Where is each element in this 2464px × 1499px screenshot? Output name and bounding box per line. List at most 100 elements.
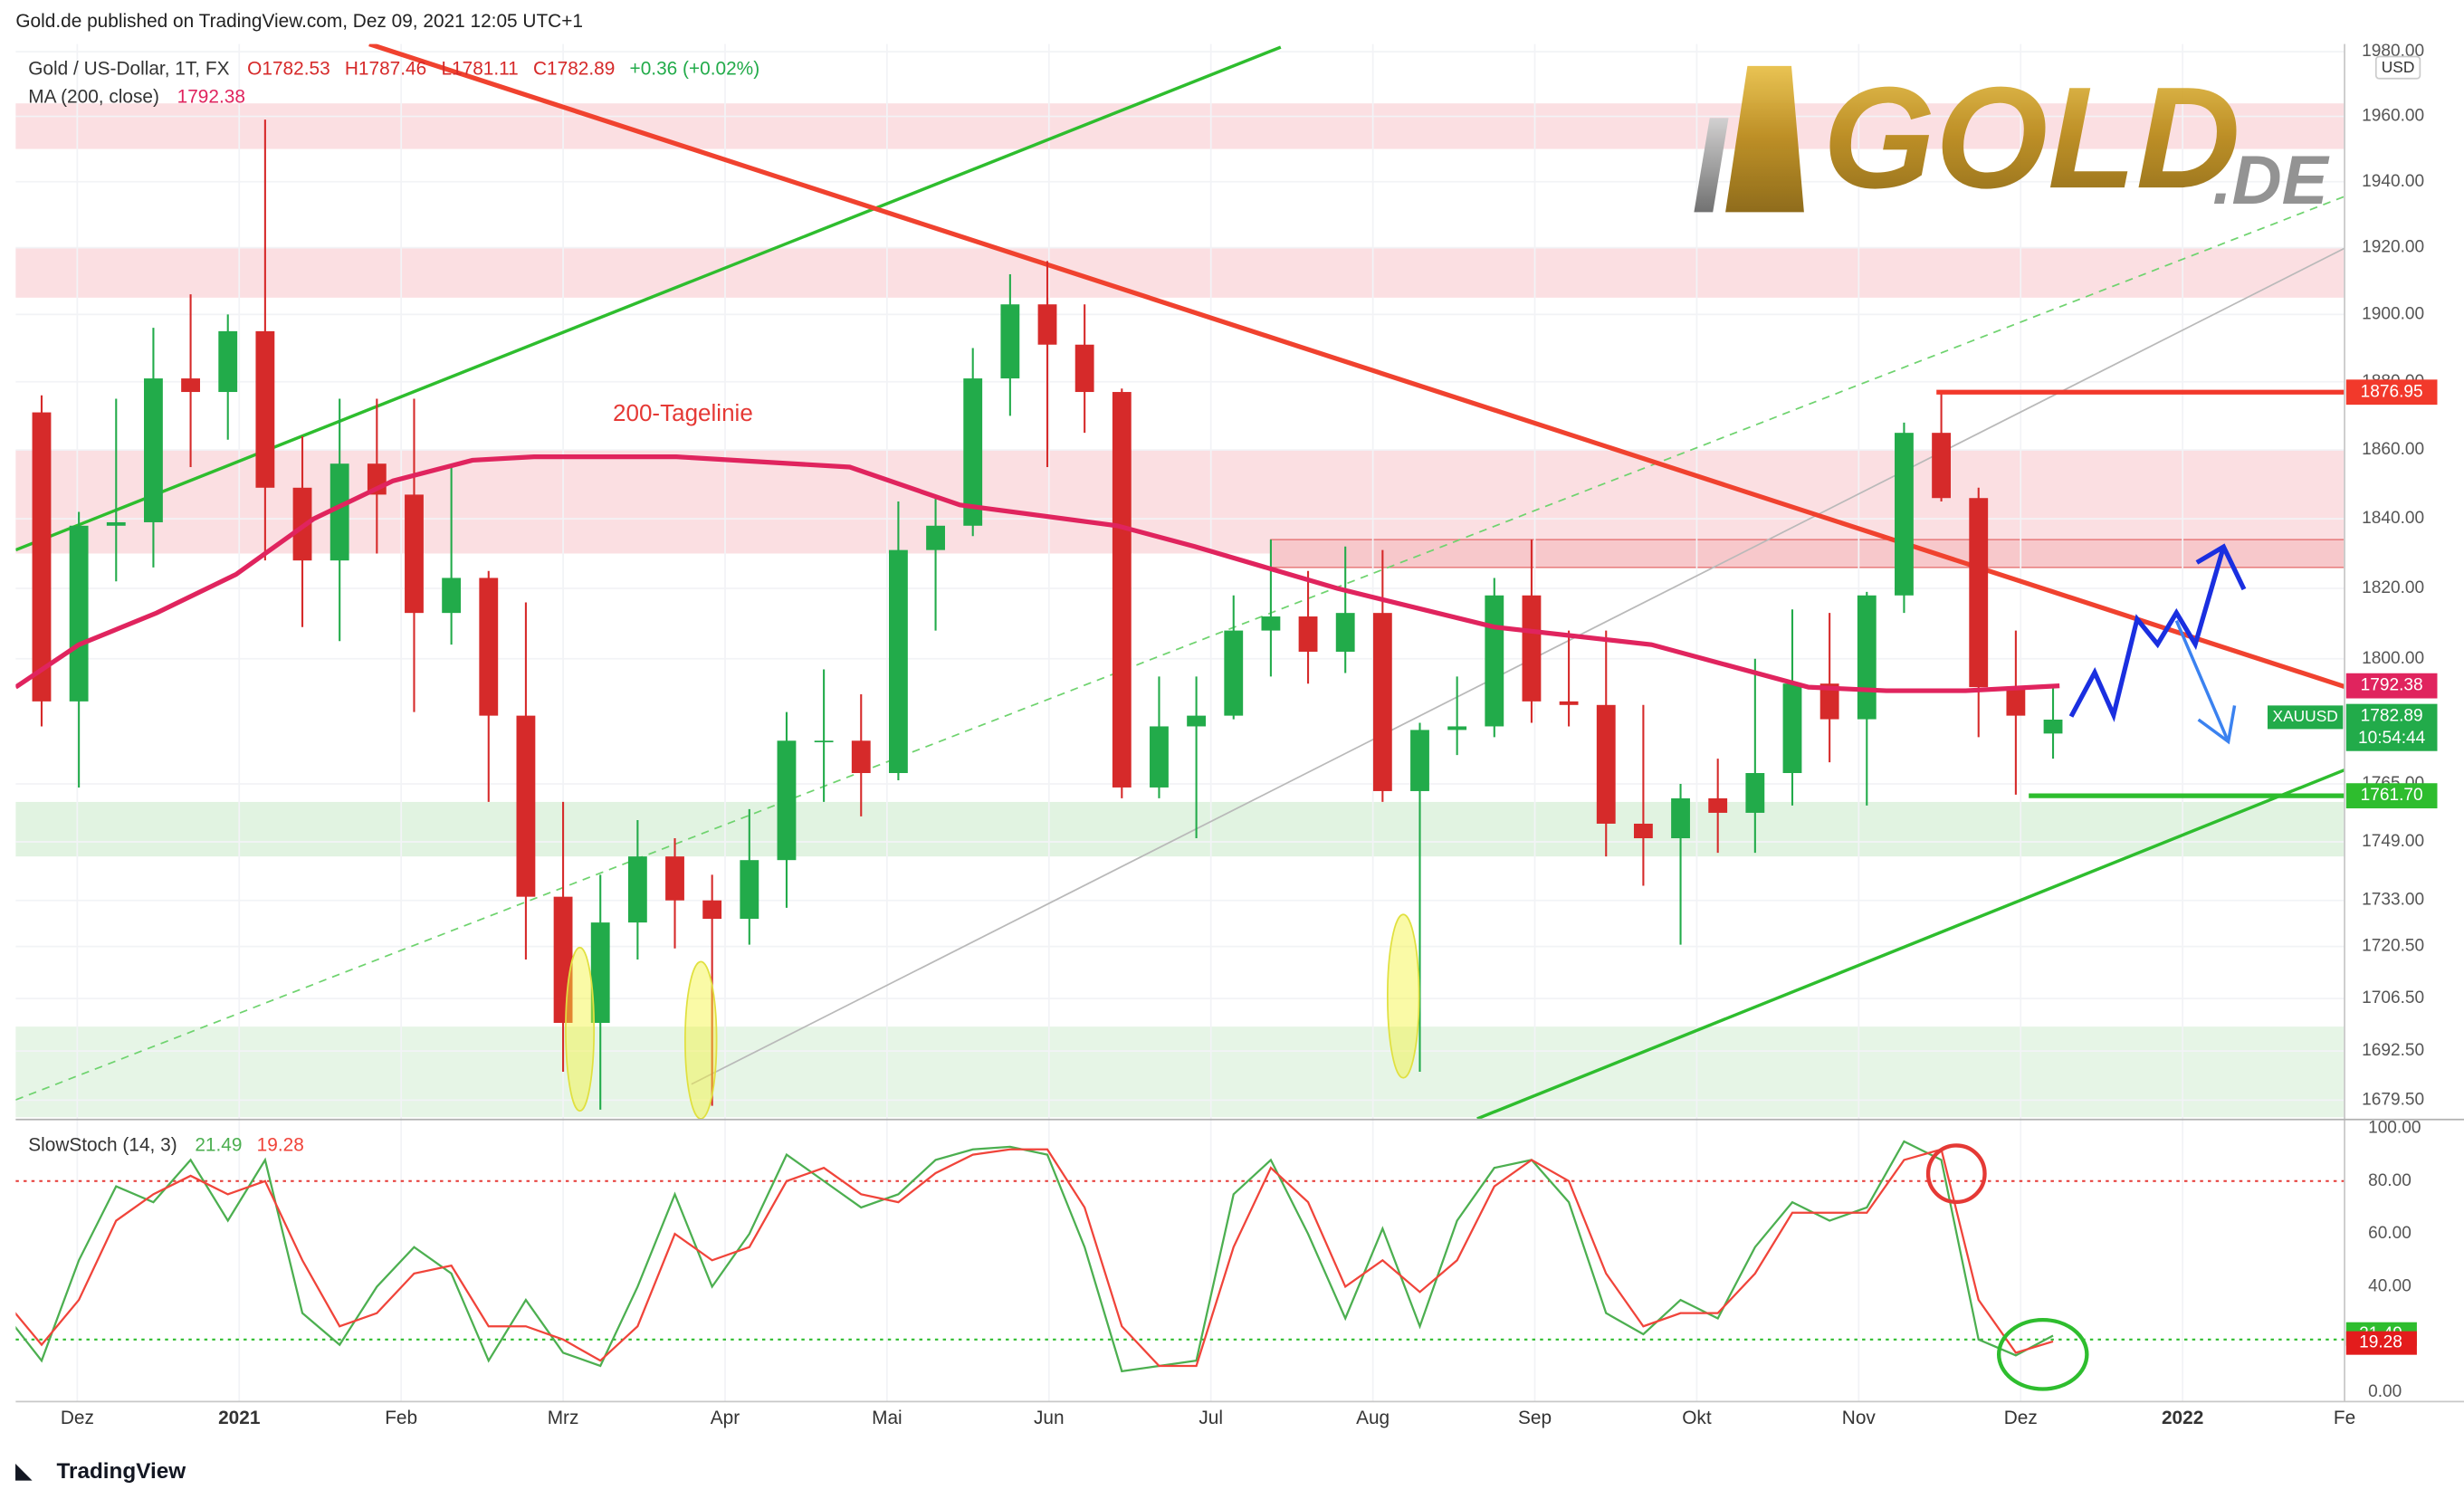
candle-body <box>1633 823 1653 839</box>
candle-body <box>1447 726 1467 730</box>
candle-body <box>1224 630 1244 716</box>
ohlc-high: H1787.46 <box>345 58 426 79</box>
x-tick-label: Dez <box>2004 1408 2038 1428</box>
x-tick-label: Okt <box>1682 1408 1712 1428</box>
candle-body <box>1596 704 1616 824</box>
footer: ◣ TradingView <box>14 1459 186 1484</box>
candle-body <box>1857 595 1877 720</box>
candle-body <box>32 412 52 702</box>
footer-logo: ◣ <box>14 1459 33 1482</box>
price-label-box <box>2345 673 2438 699</box>
price-label: 1782.89 <box>2361 707 2423 726</box>
highlight <box>684 960 718 1120</box>
y-tick-label: 60.00 <box>2368 1224 2411 1243</box>
forecast-arrowhead <box>2195 543 2247 591</box>
y-tick-label: 1940.00 <box>2362 172 2424 191</box>
forecast-arrowhead <box>2197 705 2237 745</box>
stoch-legend: SlowStoch (14, 3) 21.49 19.28 <box>28 1134 304 1155</box>
candle-body <box>963 378 983 526</box>
candle-body <box>1410 730 1429 791</box>
axes: Dez 2021 Feb Mrz Apr Mai Jun Jul Aug Sep Okt Nov Dez… <box>61 42 2424 1428</box>
y-tick-label: 1720.50 <box>2362 937 2424 956</box>
symbol-label: XAUUSD <box>2273 707 2338 725</box>
candle-body <box>1819 683 1839 720</box>
ohlc-change: +0.36 (+0.02%) <box>630 58 760 79</box>
price-label: 1761.70 <box>2361 786 2423 805</box>
candle-body <box>2006 687 2026 716</box>
symbol-title: Gold / US-Dollar, 1T, FX <box>28 58 229 79</box>
zone <box>15 103 2345 149</box>
zones <box>15 103 2345 1118</box>
trendline <box>1476 768 2345 1119</box>
stoch-label: 19.28 <box>2359 1333 2402 1352</box>
candle-body <box>1000 304 1020 379</box>
trendlines <box>15 43 2345 1119</box>
zone <box>15 247 2345 298</box>
candle-body <box>255 330 275 488</box>
symbol-box <box>2268 705 2344 730</box>
candle-body <box>1187 715 1207 727</box>
y-tick-label: 1860.00 <box>2362 440 2424 459</box>
candle-body <box>1298 616 1318 652</box>
price-label: 1792.38 <box>2361 676 2423 695</box>
candle-body <box>516 715 536 897</box>
x-tick-label: 2021 <box>218 1408 260 1428</box>
y-tick-label: 1960.00 <box>2362 107 2424 126</box>
x-tick-label: Apr <box>711 1408 740 1428</box>
candle-body <box>405 494 424 614</box>
y-tick-label: 1679.50 <box>2362 1090 2424 1109</box>
stoch-line <box>15 1148 2054 1368</box>
annotation: 200-Tagelinie <box>613 399 753 426</box>
ohlc-low: L1781.11 <box>441 58 518 79</box>
candle-body <box>479 578 499 716</box>
candle-body <box>181 378 200 393</box>
x-tick-label: Mai <box>872 1408 903 1428</box>
candle-body <box>1782 683 1802 774</box>
x-tick-label: 2022 <box>2162 1408 2203 1428</box>
logo-text: GOLD <box>1823 56 2240 218</box>
stoch-line <box>15 1140 2054 1373</box>
candle-body <box>1559 701 1579 705</box>
y-tick-label: 1692.50 <box>2362 1041 2424 1060</box>
candle-body <box>1895 433 1914 596</box>
candle-body <box>1932 433 1951 499</box>
highlight <box>1386 913 1420 1079</box>
zone <box>15 1026 2345 1118</box>
y-tick-label: 1900.00 <box>2362 304 2424 323</box>
highlight <box>565 946 596 1112</box>
ma-value: 1792.38 <box>177 86 245 107</box>
candle-body <box>442 578 462 614</box>
candle-body <box>1671 797 1690 839</box>
candle-body <box>329 463 349 561</box>
candle-body <box>144 378 163 522</box>
trendline <box>15 45 1282 552</box>
candle-body <box>1522 595 1542 702</box>
candle-body <box>1261 616 1281 631</box>
circle-marker <box>1925 1143 1987 1205</box>
candle-body <box>106 521 126 526</box>
candle-body <box>0 358 14 413</box>
candle-body <box>665 856 684 901</box>
currency-box <box>2374 55 2421 80</box>
candle-body <box>851 740 871 774</box>
zone <box>15 801 2345 857</box>
y-tick-label: 1749.00 <box>2362 832 2424 851</box>
logo-bar <box>1725 65 1804 213</box>
y-tick-label: 1706.50 <box>2362 988 2424 1007</box>
candle-body <box>1745 773 1765 813</box>
x-tick-label: Sep <box>1518 1408 1552 1428</box>
grid <box>15 43 2345 1402</box>
price-labels: 1876.95 1761.70 1792.38 1782.89 10:54:44 XAUU… <box>2268 379 2438 1355</box>
x-tick-label: Fe <box>2334 1408 2355 1428</box>
stoch-title: SlowStoch (14, 3) <box>28 1134 177 1155</box>
ma-legend: MA (200, close) 1792.38 <box>28 86 245 107</box>
y-tick-label: 1820.00 <box>2362 578 2424 597</box>
y-tick-label: 1800.00 <box>2362 649 2424 668</box>
y-tick-label: 1920.00 <box>2362 238 2424 257</box>
candle-body <box>1150 726 1169 788</box>
candle-body <box>1335 613 1355 652</box>
candle-body <box>1372 613 1392 791</box>
x-tick-label: Jun <box>1034 1408 1065 1428</box>
y-tick-label: 40.00 <box>2368 1277 2411 1296</box>
